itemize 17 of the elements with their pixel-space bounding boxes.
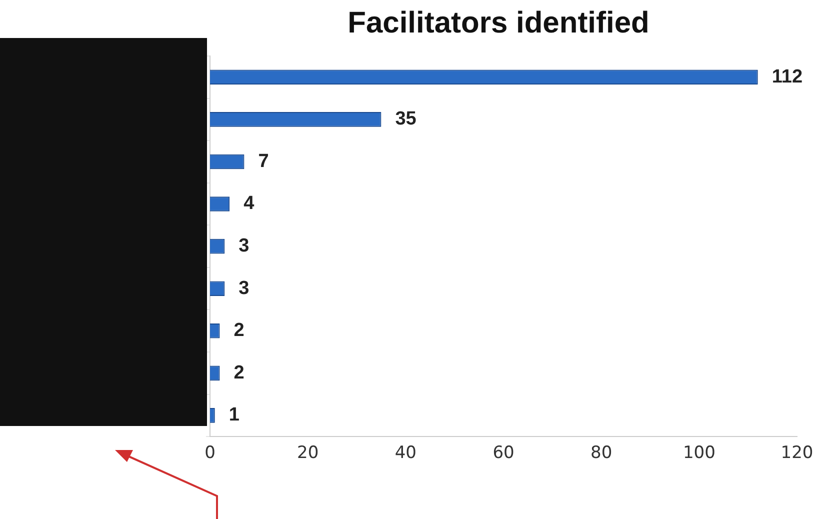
x-tick-label: 60	[492, 443, 514, 464]
x-tick-label: 100	[682, 443, 716, 464]
data-label: 112	[772, 66, 803, 88]
x-tick-label: 80	[590, 443, 612, 464]
x-tick-label: 20	[297, 443, 319, 464]
chart-title: Facilitators identified	[348, 6, 650, 40]
data-label: 2	[234, 320, 244, 342]
data-label: 2	[234, 362, 244, 384]
x-tick-label: 120	[780, 443, 814, 464]
data-label: 3	[238, 236, 250, 257]
data-label: 7	[258, 150, 269, 172]
x-tick-label: 0	[204, 443, 216, 464]
data-label: 3	[238, 278, 250, 299]
x-tick-label: 40	[394, 443, 416, 464]
data-label: 1	[228, 404, 240, 426]
data-label: 4	[244, 193, 255, 214]
data-label: 35	[395, 108, 417, 130]
